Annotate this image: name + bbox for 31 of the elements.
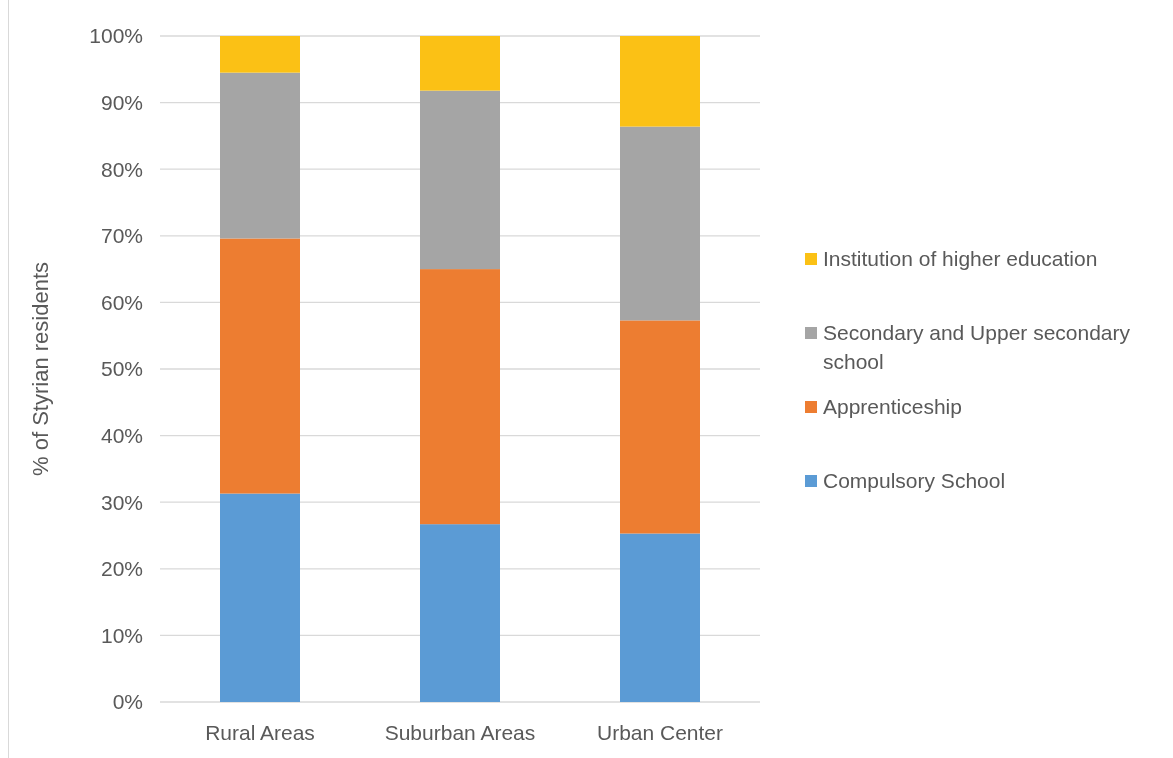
bar bbox=[620, 533, 700, 702]
bar bbox=[620, 126, 700, 321]
y-tick-label: 0% bbox=[112, 690, 143, 714]
bar bbox=[420, 269, 500, 525]
y-tick-label: 50% bbox=[100, 357, 143, 381]
y-tick-label: 20% bbox=[100, 557, 143, 581]
legend-label: Apprenticeship bbox=[823, 395, 962, 419]
x-tick-label: Urban Center bbox=[596, 721, 724, 745]
x-tick-label: Suburban Areas bbox=[384, 721, 536, 745]
bar bbox=[220, 238, 300, 494]
y-tick-label: 10% bbox=[100, 623, 143, 647]
bar bbox=[220, 493, 300, 702]
bar bbox=[220, 36, 300, 73]
y-tick-label: 100% bbox=[89, 24, 143, 48]
legend-label: Compulsory School bbox=[823, 469, 1006, 493]
y-tick-label: 80% bbox=[100, 157, 143, 181]
y-tick-label: 70% bbox=[100, 224, 143, 248]
bar bbox=[420, 36, 500, 91]
bar bbox=[620, 320, 700, 534]
legend-label: Secondary and Upper secondary school bbox=[823, 321, 1131, 374]
x-tick-label: Rural Areas bbox=[205, 721, 315, 745]
y-tick-label: 90% bbox=[100, 90, 143, 114]
y-tick-label: 30% bbox=[100, 490, 143, 514]
bar bbox=[420, 90, 500, 270]
y-tick-label: 60% bbox=[100, 290, 143, 314]
bar bbox=[220, 72, 300, 239]
legend-label: Institution of higher education bbox=[823, 247, 1098, 271]
y-axis-title: % of Styrian residents bbox=[27, 262, 53, 476]
y-tick-label: 40% bbox=[100, 423, 143, 447]
bar bbox=[620, 36, 700, 127]
bar bbox=[420, 524, 500, 702]
